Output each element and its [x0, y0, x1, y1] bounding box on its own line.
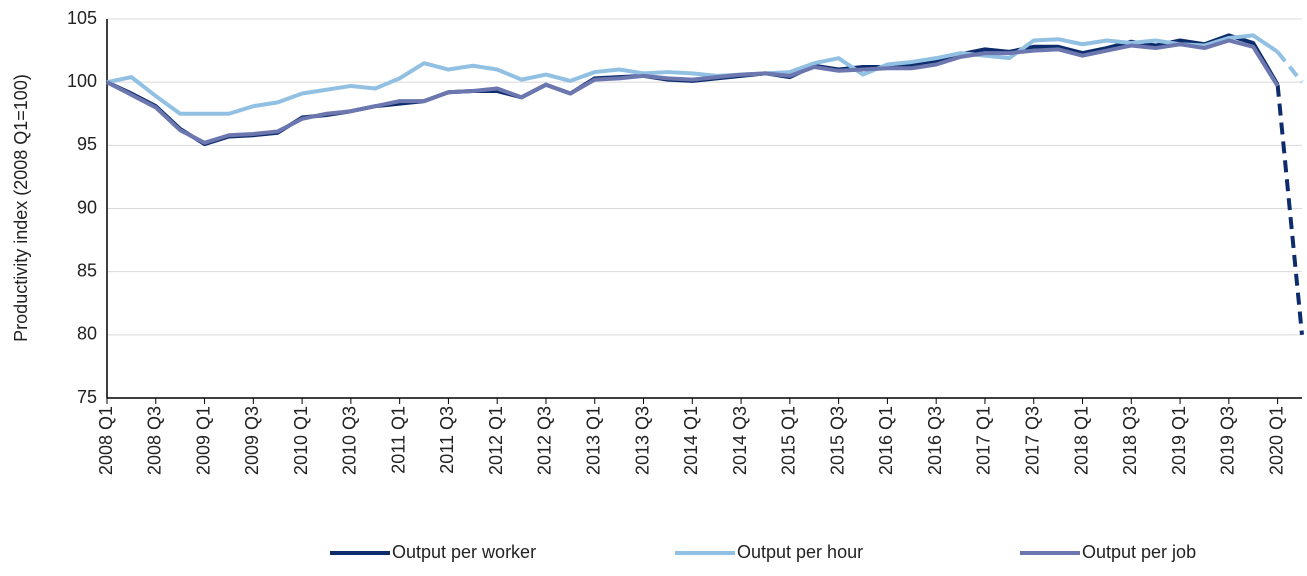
- x-tick-label: 2017 Q3: [1022, 406, 1042, 475]
- x-tick-label: 2015 Q1: [779, 406, 799, 475]
- line: [106, 33, 1279, 116]
- y-tick-label: 100: [67, 71, 97, 91]
- y-tick-label: 75: [77, 387, 97, 407]
- x-tick-label: 2019 Q1: [1169, 406, 1189, 475]
- x-tick-label: 2013 Q1: [584, 406, 604, 475]
- x-tick-label: 2016 Q1: [876, 406, 896, 475]
- y-tick-label: 85: [77, 260, 97, 280]
- legend-label: Output per job: [1082, 542, 1196, 562]
- line-dashed: [1275, 84, 1304, 336]
- y-axis-label: Productivity index (2008 Q1=100): [11, 74, 31, 342]
- x-tick-label: 2013 Q3: [632, 406, 652, 475]
- x-tick-label: 2020 Q1: [1266, 406, 1286, 475]
- x-tick-label: 2011 Q3: [437, 406, 457, 474]
- y-tick-label: 105: [67, 8, 97, 28]
- y-tick-label: 95: [77, 134, 97, 154]
- x-tick-label: 2016 Q3: [925, 406, 945, 475]
- x-tick-label: 2010 Q1: [291, 406, 311, 475]
- x-tick-label: 2018 Q1: [1071, 406, 1091, 475]
- legend-label: Output per hour: [737, 542, 863, 562]
- x-tick-label: 2010 Q3: [340, 406, 360, 475]
- line: [106, 38, 1280, 145]
- y-tick-label: 80: [77, 324, 97, 344]
- x-tick-label: 2014 Q3: [730, 406, 750, 475]
- x-tick-label: 2019 Q3: [1218, 406, 1238, 475]
- legend-label: Output per worker: [392, 542, 536, 562]
- x-tick-label: 2009 Q1: [193, 406, 213, 475]
- x-tick-label: 2017 Q1: [974, 406, 994, 475]
- x-tick-label: 2011 Q1: [388, 406, 408, 474]
- x-tick-label: 2012 Q3: [535, 406, 555, 475]
- x-tick-label: 2015 Q3: [827, 406, 847, 475]
- x-tick-label: 2008 Q3: [145, 406, 165, 475]
- x-tick-label: 2009 Q3: [242, 406, 262, 475]
- x-tick-label: 2012 Q1: [486, 406, 506, 475]
- x-tick-label: 2018 Q3: [1120, 406, 1140, 475]
- y-tick-label: 90: [77, 197, 97, 217]
- x-tick-label: 2014 Q1: [681, 406, 701, 475]
- x-tick-label: 2008 Q1: [96, 406, 116, 475]
- line-dashed: [1276, 50, 1304, 84]
